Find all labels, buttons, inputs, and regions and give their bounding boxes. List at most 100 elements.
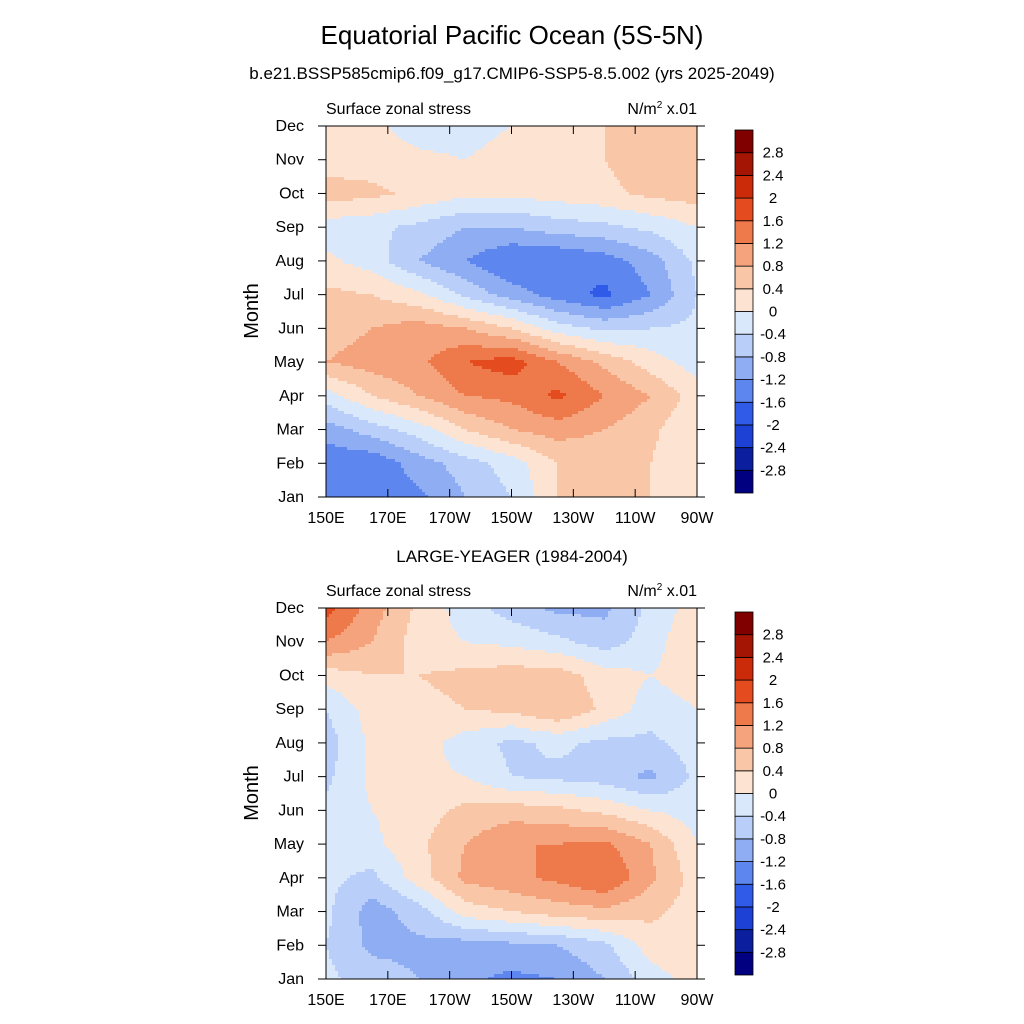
- heatmap-cell: [392, 201, 396, 205]
- heatmap-cell: [449, 177, 453, 181]
- heatmap-cell: [407, 204, 411, 208]
- heatmap-cell: [671, 162, 675, 166]
- heatmap-cell: [473, 159, 477, 163]
- heatmap-cell: [686, 192, 690, 196]
- heatmap-cell: [626, 126, 630, 130]
- heatmap-cell: [341, 132, 345, 136]
- heatmap-cell: [686, 198, 690, 202]
- heatmap-cell: [488, 156, 492, 160]
- heatmap-cell: [476, 150, 480, 154]
- heatmap-cell: [605, 129, 609, 133]
- heatmap-cell: [347, 141, 351, 145]
- heatmap-cell: [419, 129, 423, 133]
- heatmap-cell: [464, 198, 468, 202]
- heatmap-cell: [386, 147, 390, 151]
- heatmap-cell: [659, 180, 663, 184]
- heatmap-cell: [665, 141, 669, 145]
- heatmap-cell: [545, 135, 549, 139]
- heatmap-cell: [485, 174, 489, 178]
- heatmap-cell: [398, 138, 402, 142]
- heatmap-cell: [365, 180, 369, 184]
- heatmap-cell: [356, 153, 360, 157]
- heatmap-cell: [692, 135, 696, 139]
- heatmap-cell: [350, 174, 354, 178]
- heatmap-cell: [647, 147, 651, 151]
- heatmap-cell: [599, 168, 603, 172]
- heatmap-cell: [512, 159, 516, 163]
- heatmap-cell: [488, 186, 492, 190]
- heatmap-cell: [341, 144, 345, 148]
- heatmap-cell: [479, 153, 483, 157]
- heatmap-cell: [380, 126, 384, 130]
- heatmap-cell: [602, 201, 606, 205]
- heatmap-cell: [554, 177, 558, 181]
- heatmap-cell: [485, 156, 489, 160]
- heatmap-cell: [650, 204, 654, 208]
- heatmap-cell: [578, 135, 582, 139]
- heatmap-cell: [569, 153, 573, 157]
- heatmap-cell: [359, 183, 363, 187]
- heatmap-cell: [482, 150, 486, 154]
- heatmap-cell: [365, 135, 369, 139]
- heatmap-cell: [596, 207, 600, 211]
- heatmap-cell: [641, 198, 645, 202]
- heatmap-cell: [536, 204, 540, 208]
- heatmap-cell: [686, 162, 690, 166]
- heatmap-cell: [380, 153, 384, 157]
- heatmap-cell: [395, 180, 399, 184]
- heatmap-cell: [431, 198, 435, 202]
- heatmap-cell: [527, 207, 531, 211]
- heatmap-cell: [413, 177, 417, 181]
- heatmap-cell: [461, 198, 465, 202]
- heatmap-cell: [539, 132, 543, 136]
- heatmap-cell: [530, 165, 534, 169]
- heatmap-cell: [659, 135, 663, 139]
- heatmap-cell: [416, 171, 420, 175]
- heatmap-cell: [434, 198, 438, 202]
- heatmap-cell: [461, 192, 465, 196]
- heatmap-cell: [611, 144, 615, 148]
- heatmap-cell: [368, 195, 372, 199]
- heatmap-cell: [548, 177, 552, 181]
- heatmap-cell: [404, 189, 408, 193]
- heatmap-cell: [662, 189, 666, 193]
- heatmap-cell: [623, 150, 627, 154]
- heatmap-cell: [416, 144, 420, 148]
- heatmap-cell: [683, 204, 687, 208]
- heatmap-cell: [470, 174, 474, 178]
- heatmap-cell: [458, 204, 462, 208]
- heatmap-cell: [329, 189, 333, 193]
- heatmap-cell: [695, 126, 697, 130]
- heatmap-cell: [464, 132, 468, 136]
- heatmap-cell: [551, 204, 555, 208]
- heatmap-cell: [548, 135, 552, 139]
- heatmap-cell: [536, 126, 540, 130]
- heatmap-cell: [686, 144, 690, 148]
- heatmap-cell: [656, 183, 660, 187]
- heatmap-cell: [467, 132, 471, 136]
- heatmap-cell: [338, 174, 342, 178]
- heatmap-cell: [326, 141, 330, 145]
- heatmap-cell: [497, 165, 501, 169]
- heatmap-cell: [443, 201, 447, 205]
- panel-1-plot: 150E 170E 170W 150W 130W 110W 90WJanFebMarAprM…: [274, 118, 786, 527]
- heatmap-cell: [491, 168, 495, 172]
- heatmap-cell: [365, 150, 369, 154]
- heatmap-cell: [446, 138, 450, 142]
- heatmap-cell: [392, 138, 396, 142]
- heatmap-cell: [344, 132, 348, 136]
- heatmap-cell: [515, 186, 519, 190]
- heatmap-cell: [593, 198, 597, 202]
- heatmap-cell: [623, 135, 627, 139]
- heatmap-cell: [479, 141, 483, 145]
- heatmap-cell: [491, 135, 495, 139]
- heatmap-cell: [659, 132, 663, 136]
- heatmap-cell: [545, 159, 549, 163]
- heatmap-cell: [599, 147, 603, 151]
- heatmap-cell: [350, 168, 354, 172]
- heatmap-cell: [596, 126, 600, 130]
- heatmap-cell: [614, 165, 618, 169]
- heatmap-cell: [668, 141, 672, 145]
- heatmap-cell: [584, 186, 588, 190]
- heatmap-cell: [632, 165, 636, 169]
